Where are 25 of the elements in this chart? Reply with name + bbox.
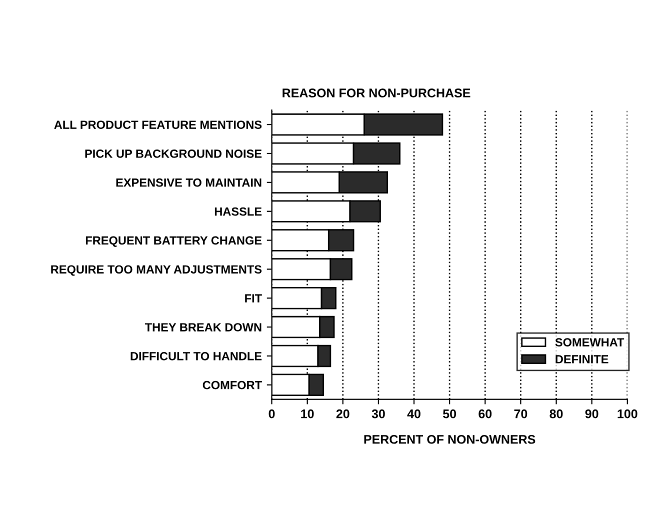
y-tick-label: EXPENSIVE TO MAINTAIN — [116, 178, 262, 187]
x-tick-label: 20 — [336, 409, 350, 418]
x-tick-label: 90 — [585, 409, 598, 418]
y-tick-label: FREQUENT BATTERY CHANGE — [86, 236, 262, 247]
legend-label: DEFINITE — [556, 355, 608, 364]
y-tick-label: HASSLE — [214, 207, 262, 216]
x-tick-label: 10 — [301, 409, 314, 418]
y-tick-label: THEY BREAK DOWN — [144, 323, 262, 332]
y-tick-label: REQUIRE TOO MANY ADJUSTMENTS — [51, 265, 262, 276]
x-tick-label: 40 — [407, 409, 420, 418]
x-tick-label: 30 — [372, 409, 385, 418]
x-tick-label: 0 — [268, 409, 275, 418]
legend-label: SOMEWHAT — [555, 338, 624, 346]
x-tick-label: 60 — [478, 409, 492, 418]
y-tick-label: ALL PRODUCT FEATURE MENTIONS — [54, 120, 262, 129]
y-tick-label: DIFFICULT TO HANDLE — [130, 352, 262, 360]
x-tick-label: 100 — [618, 409, 638, 418]
x-tick-label: 70 — [514, 409, 528, 418]
x-tick-label: 50 — [443, 409, 456, 418]
x-tick-label: 80 — [550, 409, 563, 418]
y-axis-title: REASON FOR NON-PURCHASE — [282, 88, 470, 98]
y-tick-label: FIT — [245, 294, 262, 302]
x-axis-title: PERCENT OF NON-OWNERS — [364, 434, 536, 444]
y-tick-label: PICK UP BACKGROUND NOISE — [85, 150, 262, 158]
y-tick-label: COMFORT — [202, 380, 262, 390]
